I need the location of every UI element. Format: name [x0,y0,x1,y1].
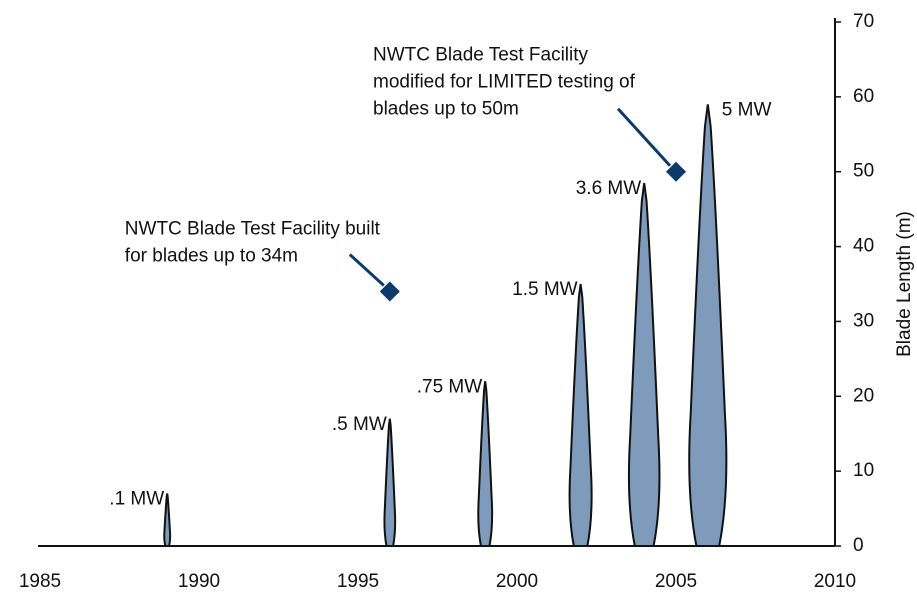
y-tick-label: 0 [853,535,864,556]
blade-label: .5 MW [332,414,387,435]
annotation-text: for blades up to 34m [125,246,298,267]
annotation-arrow [348,253,385,287]
y-tick-label: 40 [853,236,874,257]
blade [568,283,593,547]
y-tick-label: 20 [853,385,874,406]
x-tick-label: 1985 [19,571,61,592]
blade [688,104,728,547]
annotation-text: modified for LIMITED testing of [373,72,636,93]
blade [477,381,494,547]
y-axis-label: Blade Length (m) [894,211,915,357]
x-tick-label: 1990 [178,571,220,592]
blade-label: 1.5 MW [512,279,578,300]
y-tick-label: 10 [853,460,874,481]
x-tick-label: 2010 [814,571,856,592]
blade-label: .1 MW [109,489,164,510]
annotation-arrow [616,107,672,167]
blade [163,493,172,547]
y-tick-label: 70 [853,11,874,32]
x-tick-label: 2000 [496,571,538,592]
annotation-text: blades up to 50m [373,99,519,120]
blade-label: .75 MW [417,376,483,397]
blade-label: 5 MW [722,99,772,120]
y-tick-label: 30 [853,310,874,331]
marker [666,161,686,182]
annotation-text: NWTC Blade Test Facility [373,45,589,66]
blade-label: 3.6 MW [576,178,642,199]
marker [379,281,400,302]
blade [383,418,397,547]
y-tick-label: 50 [853,161,874,182]
blade [627,182,661,547]
x-tick-label: 2005 [655,571,697,592]
annotation-text: NWTC Blade Test Facility built [125,219,381,240]
x-tick-label: 1995 [337,571,379,592]
y-tick-label: 60 [853,86,874,107]
